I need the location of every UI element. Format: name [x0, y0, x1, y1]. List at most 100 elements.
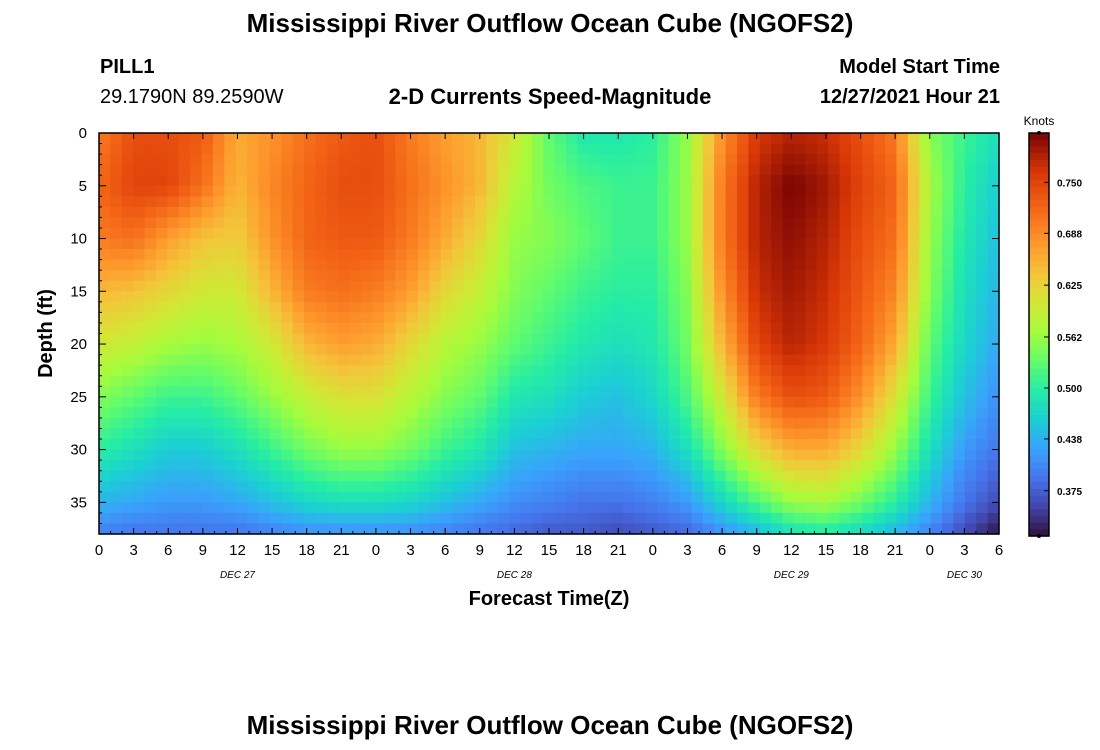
heatmap-cell	[429, 523, 442, 535]
heatmap-cell	[315, 417, 328, 430]
heatmap-cell	[930, 133, 943, 145]
x-tick-label: 0	[95, 542, 103, 559]
heatmap-cell	[372, 280, 385, 292]
heatmap-cell	[987, 249, 1000, 261]
heatmap-cell	[680, 312, 692, 324]
heatmap-cell	[417, 217, 430, 229]
heatmap-cell	[486, 470, 499, 482]
heatmap-cell	[497, 217, 510, 229]
heatmap-cell	[885, 491, 898, 503]
heatmap-cell	[805, 196, 818, 208]
heatmap-cell	[793, 301, 806, 313]
heatmap-cell	[121, 481, 134, 493]
heatmap-cell	[907, 386, 920, 398]
heatmap-cell	[361, 428, 374, 440]
heatmap-cell	[349, 217, 362, 229]
heatmap-cell	[828, 249, 841, 261]
heatmap-cell	[509, 470, 522, 482]
heatmap-cell	[190, 217, 203, 229]
heatmap-cell	[292, 502, 305, 514]
heatmap-cell	[611, 196, 624, 208]
heatmap-cell	[805, 470, 818, 482]
heatmap-cell	[623, 470, 636, 482]
heatmap-cell	[110, 259, 123, 271]
heatmap-cell	[440, 280, 453, 292]
heatmap-cell	[714, 502, 727, 514]
heatmap-cell	[372, 417, 385, 430]
heatmap-cell	[121, 238, 134, 250]
heatmap-cell	[702, 322, 715, 335]
heatmap-cell	[110, 375, 123, 387]
heatmap-cell	[634, 280, 647, 292]
heatmap-cell	[623, 523, 636, 535]
heatmap-cell	[247, 249, 260, 261]
heatmap-cell	[873, 154, 886, 166]
heatmap-cell	[554, 301, 567, 313]
heatmap-cell	[292, 375, 305, 387]
heatmap-cell	[953, 502, 966, 514]
heatmap-cell	[178, 386, 191, 398]
heatmap-cell	[953, 143, 966, 155]
heatmap-cell	[167, 259, 180, 271]
heatmap-cell	[486, 133, 499, 145]
heatmap-cell	[896, 428, 909, 440]
heatmap-cell	[588, 386, 601, 398]
heatmap-cell	[338, 417, 351, 430]
heatmap-cell	[395, 375, 408, 387]
heatmap-cell	[873, 175, 886, 187]
heatmap-cell	[850, 259, 863, 271]
heatmap-cell	[406, 291, 419, 303]
colorbar-swatch	[1029, 314, 1049, 322]
heatmap-cell	[463, 259, 476, 271]
heatmap-cell	[771, 481, 784, 493]
heatmap-cell	[292, 291, 305, 303]
heatmap-cell	[771, 196, 784, 208]
heatmap-cell	[144, 301, 157, 313]
heatmap-cell	[600, 344, 613, 356]
heatmap-cell	[736, 375, 749, 387]
heatmap-cell	[964, 512, 977, 525]
heatmap-cell	[588, 396, 601, 408]
heatmap-cell	[178, 143, 191, 155]
heatmap-cell	[896, 449, 909, 461]
heatmap-cell	[782, 217, 795, 229]
heatmap-cell	[292, 481, 305, 493]
heatmap-cell	[440, 238, 453, 250]
heatmap-cell	[930, 196, 943, 208]
heatmap-cell	[782, 196, 795, 208]
colorbar-swatch	[1029, 361, 1049, 369]
heatmap-cell	[987, 185, 1000, 197]
heatmap-cell	[588, 301, 601, 313]
heatmap-cell	[212, 439, 225, 451]
heatmap-cell	[668, 439, 681, 451]
heatmap-cell	[885, 470, 898, 482]
heatmap-cell	[566, 470, 579, 482]
heatmap-cell	[885, 333, 898, 345]
heatmap-cell	[395, 386, 408, 398]
heatmap-cell	[964, 238, 977, 250]
heatmap-cell	[167, 270, 180, 282]
heatmap-cell	[383, 259, 396, 271]
heatmap-cell	[702, 259, 715, 271]
heatmap-cell	[566, 301, 579, 313]
heatmap-cell	[793, 344, 806, 356]
heatmap-cell	[702, 227, 715, 240]
heatmap-cell	[987, 238, 1000, 250]
heatmap-cell	[976, 417, 989, 430]
heatmap-cell	[178, 175, 191, 187]
heatmap-cell	[201, 259, 214, 271]
heatmap-cell	[440, 333, 453, 345]
heatmap-cell	[930, 449, 943, 461]
heatmap-cell	[406, 322, 419, 335]
heatmap-cell	[383, 154, 396, 166]
heatmap-cell	[600, 491, 613, 503]
heatmap-cell	[885, 428, 898, 440]
heatmap-cell	[885, 386, 898, 398]
heatmap-cell	[406, 143, 419, 155]
heatmap-cell	[224, 491, 237, 503]
heatmap-cell	[862, 280, 875, 292]
heatmap-cell	[155, 365, 168, 377]
heatmap-cell	[452, 154, 465, 166]
heatmap-cell	[623, 322, 636, 335]
heatmap-cell	[896, 396, 909, 408]
